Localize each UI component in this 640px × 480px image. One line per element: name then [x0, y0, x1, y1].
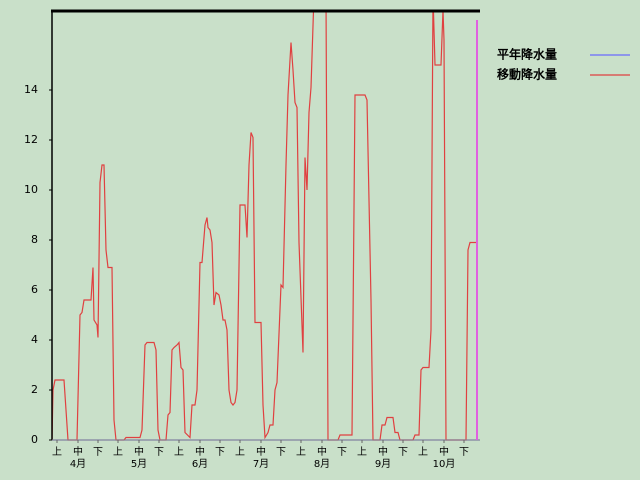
x-tick-label: 下	[93, 447, 103, 458]
legend-label: 平年降水量	[497, 47, 557, 62]
x-tick-label: 中	[195, 445, 205, 458]
x-tick-label: 上	[52, 446, 62, 458]
x-tick-label: 中	[317, 445, 327, 458]
x-tick-label: 下	[459, 447, 469, 458]
legend-label: 移動降水量	[497, 67, 557, 82]
x-tick-label: 下	[398, 447, 408, 458]
x-tick-label: 上	[235, 446, 245, 458]
y-tick-label: 6	[31, 283, 38, 296]
month-label: 5月	[131, 458, 147, 470]
x-tick-label: 中	[256, 445, 266, 458]
month-label: 7月	[253, 458, 269, 470]
y-tick-label: 10	[24, 183, 38, 196]
y-tick-label: 2	[31, 383, 38, 396]
x-tick-label: 中	[73, 445, 83, 458]
x-tick-label: 中	[378, 445, 388, 458]
x-tick-label: 下	[154, 447, 164, 458]
month-label: 6月	[192, 458, 208, 470]
x-tick-label: 中	[439, 445, 449, 458]
x-tick-label: 上	[357, 446, 367, 458]
y-tick-label: 0	[31, 433, 38, 446]
x-tick-label: 下	[276, 447, 286, 458]
x-tick-label: 中	[134, 445, 144, 458]
x-tick-label: 上	[174, 446, 184, 458]
y-tick-label: 14	[24, 83, 38, 96]
month-label: 10月	[433, 458, 456, 470]
x-tick-label: 上	[296, 446, 306, 458]
y-tick-label: 12	[24, 133, 38, 146]
x-tick-label: 上	[113, 446, 123, 458]
x-tick-label: 上	[418, 446, 428, 458]
x-tick-label: 下	[337, 447, 347, 458]
series-line	[52, 10, 476, 441]
month-label: 8月	[314, 458, 330, 470]
month-label: 4月	[70, 458, 86, 470]
y-tick-label: 8	[31, 233, 38, 246]
y-tick-label: 4	[31, 333, 38, 346]
x-tick-label: 下	[215, 447, 225, 458]
month-label: 9月	[375, 458, 391, 470]
